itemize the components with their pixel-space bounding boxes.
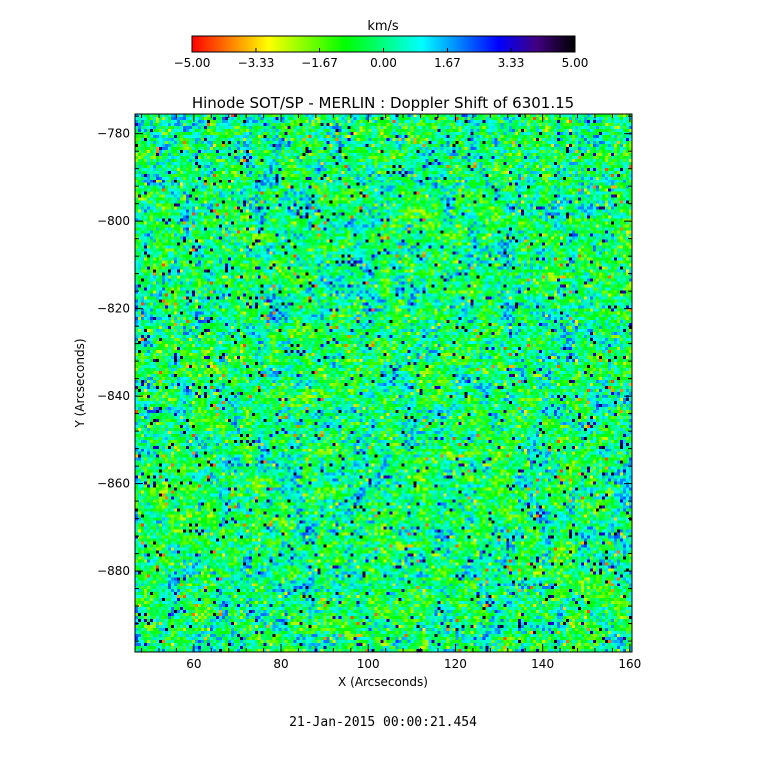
- y-axis-label: Y (Arcseconds): [73, 338, 87, 428]
- x-tick-label: 160: [618, 657, 641, 671]
- y-axis-ticks: −780 −800 −820 −840 −860 −880: [97, 115, 632, 642]
- x-tick-label: 100: [357, 657, 380, 671]
- y-tick-label: −880: [97, 564, 130, 578]
- x-tick-label: 120: [444, 657, 467, 671]
- x-axis-label: X (Arcseconds): [338, 675, 428, 689]
- x-axis-ticks: 60 80 100 120 140 160: [141, 114, 641, 671]
- colorbar-tick-label: −1.67: [301, 56, 338, 70]
- y-tick-label: −860: [97, 477, 130, 491]
- colorbar-tick-label: 1.67: [434, 56, 461, 70]
- colorbar-ticks: −5.00 −3.33 −1.67 0.00 1.67 3.33 5.00: [174, 48, 589, 70]
- plot-frame: [134, 113, 633, 653]
- colorbar-tick-label: −5.00: [174, 56, 211, 70]
- doppler-field-image: [135, 114, 632, 652]
- x-tick-label: 140: [531, 657, 554, 671]
- y-tick-label: −820: [97, 302, 130, 316]
- y-tick-label: −780: [97, 127, 130, 141]
- colorbar-tick-label: 0.00: [370, 56, 397, 70]
- colorbar-label: km/s: [367, 19, 399, 34]
- doppler-heatmap: [135, 114, 632, 652]
- colorbar-tick-label: 5.00: [562, 56, 589, 70]
- x-tick-label: 80: [273, 657, 288, 671]
- colorbar-tick-label: −3.33: [238, 56, 275, 70]
- x-tick-label: 60: [186, 657, 201, 671]
- y-tick-label: −800: [97, 214, 130, 228]
- y-tick-label: −840: [97, 389, 130, 403]
- colorbar-tick-label: 3.33: [498, 56, 525, 70]
- chart-title: Hinode SOT/SP - MERLIN : Doppler Shift o…: [192, 94, 574, 112]
- observation-timestamp: 21-Jan-2015 00:00:21.454: [289, 715, 477, 730]
